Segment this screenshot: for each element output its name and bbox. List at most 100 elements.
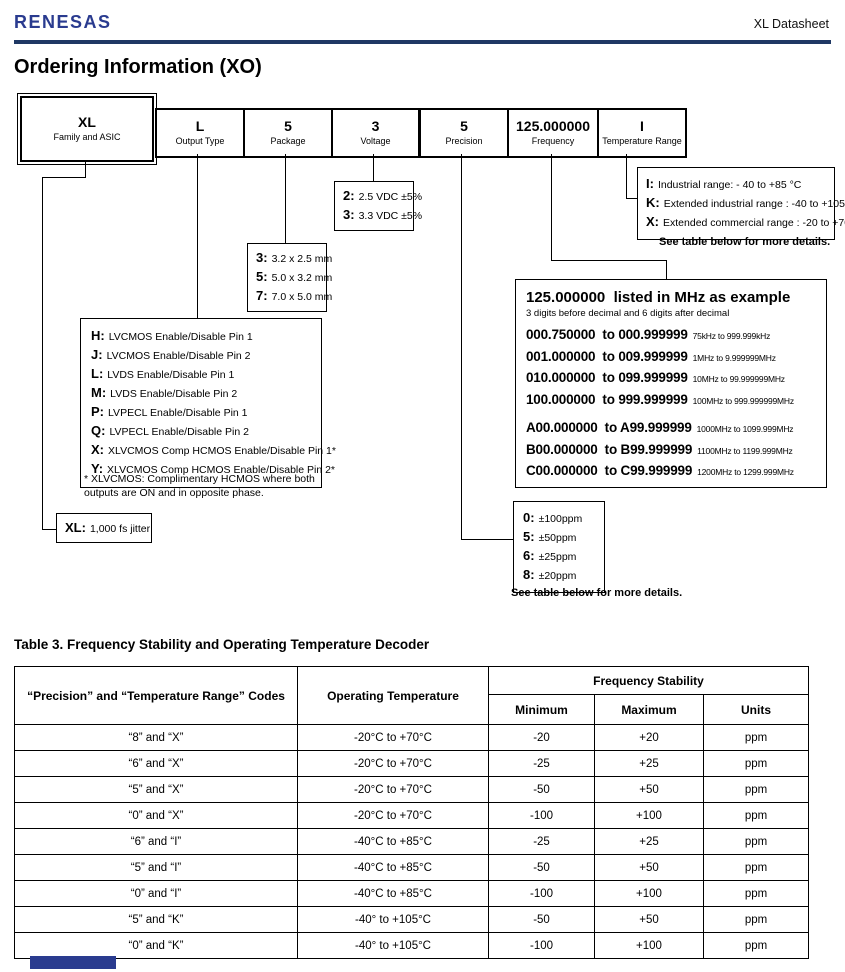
frequency-range-note: 100MHz to 999.999999MHz xyxy=(692,395,794,406)
connector-line xyxy=(551,154,552,260)
col-header-maximum: Maximum xyxy=(594,694,704,725)
cell-temp: -20°C to +70°C xyxy=(297,750,489,777)
cell-max: +25 xyxy=(594,828,704,855)
frequency-range: D00.000000 to D50.000000 xyxy=(526,485,692,488)
cell-units: ppm xyxy=(703,776,809,803)
callout-package: 3: 3.2 x 2.5 mm 5: 5.0 x 3.2 mm 7: 7.0 x 5.… xyxy=(247,243,332,312)
item-key: 5: xyxy=(256,269,268,284)
item-key: 0: xyxy=(523,510,535,525)
connector-line xyxy=(197,154,198,318)
part-code: I xyxy=(640,118,644,135)
cell-temp: -40° to +105°C xyxy=(297,932,489,959)
table-row: “5” and “K” -40° to +105°C -50 +50 ppm xyxy=(14,906,809,933)
frequency-range: 100.000000 to 999.999999 xyxy=(526,391,688,407)
part-box-output-type: L Output Type xyxy=(155,108,245,158)
table-row: “5” and “X” -20°C to +70°C -50 +50 ppm xyxy=(14,776,809,803)
callout-item: 8: ±20ppm xyxy=(523,566,595,585)
connector-line xyxy=(461,154,462,540)
col-header-units: Units xyxy=(703,694,809,725)
cell-min: -50 xyxy=(488,776,595,803)
item-key: H: xyxy=(91,328,105,343)
callout-item: L: LVDS Enable/Disable Pin 1 xyxy=(91,365,311,384)
part-label: Family and ASIC xyxy=(53,131,121,142)
callout-item: Y: XLVCMOS Comp HCMOS Enable/Disable Pin … xyxy=(91,460,335,479)
frequency-range-row: B00.000000 to B99.999999 1100MHz to 1199.… xyxy=(526,440,816,462)
cell-min: -50 xyxy=(488,906,595,933)
table-row: “0” and “I” -40°C to +85°C -100 +100 ppm xyxy=(14,880,809,907)
col-header-codes: “Precision” and “Temperature Range” Code… xyxy=(14,666,298,725)
cell-temp: -20°C to +70°C xyxy=(297,724,489,751)
callout-item: 5: ±50ppm xyxy=(523,528,595,547)
part-code: 5 xyxy=(460,118,468,135)
connector-line xyxy=(461,539,513,540)
frequency-range-note: 1200MHz to 1299.999MHz xyxy=(697,467,794,477)
item-text: LVPECL Enable/Disable Pin 2 xyxy=(109,426,249,438)
table-row: “6” and “X” -20°C to +70°C -25 +25 ppm xyxy=(14,750,809,777)
callout-voltage: 2: 2.5 VDC ±5% 3: 3.3 VDC ±5% xyxy=(334,181,422,231)
callout-precision: 0: ±100ppm 5: ±50ppm 6: ±25ppm 8: ±20ppm xyxy=(513,501,605,593)
item-text: 3.2 x 2.5 mm xyxy=(271,253,333,265)
callout-item: H: LVCMOS Enable/Disable Pin 1 xyxy=(91,327,311,346)
item-key: K: xyxy=(646,195,660,210)
part-code: XL xyxy=(78,114,96,131)
item-text: ±100ppm xyxy=(538,513,583,525)
part-label: Voltage xyxy=(360,135,391,146)
item-key: X: xyxy=(91,442,104,457)
frequency-range-row: A00.000000 to A99.999999 1000MHz to 1099.… xyxy=(526,418,816,440)
frequency-range-note: 1000MHz to 1099.999MHz xyxy=(696,424,794,434)
callout-frequency: 125.000000 listed in MHz as example 3 di… xyxy=(515,279,827,488)
part-box-frequency: 125.000000 Frequency xyxy=(507,108,599,158)
cell-units: ppm xyxy=(703,802,809,829)
item-text: LVDS Enable/Disable Pin 1 xyxy=(107,369,235,381)
item-key: XL: xyxy=(65,520,86,535)
item-key: 7: xyxy=(256,288,268,303)
item-text: ±20ppm xyxy=(538,570,577,582)
renesas-logo: RENESAS xyxy=(14,12,112,32)
cell-codes: “5” and “K” xyxy=(14,906,298,933)
item-text: ±25ppm xyxy=(538,551,577,563)
table-row: “8” and “X” -20°C to +70°C -20 +20 ppm xyxy=(14,724,809,751)
item-text: ±50ppm xyxy=(538,532,577,544)
frequency-range-note: 1100MHz to 1199.999MHz xyxy=(697,445,793,456)
item-text: 3.3 VDC ±5% xyxy=(358,210,423,222)
cell-codes: “0” and “I” xyxy=(14,880,298,907)
connector-line xyxy=(551,260,667,261)
decoder-table: “Precision” and “Temperature Range” Code… xyxy=(14,666,809,959)
col-header-operating-temperature: Operating Temperature xyxy=(297,666,489,725)
callout-item: 6: ±25ppm xyxy=(523,547,595,566)
connector-line xyxy=(285,154,286,243)
cell-min: -50 xyxy=(488,854,595,881)
part-box-temperature-range: I Temperature Range xyxy=(597,108,687,158)
frequency-range-row: 000.750000 to 000.999999 75kHz to 999.999… xyxy=(526,325,816,347)
cell-max: +100 xyxy=(594,932,704,959)
connector-line xyxy=(42,177,43,530)
frequency-range: 001.000000 to 009.999999 xyxy=(526,348,688,364)
cell-min: -100 xyxy=(488,802,595,829)
frequency-range-row: 010.000000 to 099.999999 10MHz to 99.9999… xyxy=(526,368,816,390)
item-key: P: xyxy=(91,404,104,419)
table-3-title: Table 3. Frequency Stability and Operati… xyxy=(14,637,430,652)
item-key: Y: xyxy=(91,461,104,476)
frequency-range-row: 001.000000 to 009.999999 1MHz to 9.999999… xyxy=(526,347,816,369)
part-code: 5 xyxy=(284,118,292,135)
part-code: 125.000000 xyxy=(516,118,590,135)
cell-min: -100 xyxy=(488,880,595,907)
callout-xl-jitter: XL: 1,000 fs jitter xyxy=(56,513,152,543)
frequency-subtitle: 3 digits before decimal and 6 digits aft… xyxy=(526,308,730,319)
item-text: Extended industrial range : -40 to +105 … xyxy=(663,198,845,210)
part-box-family: XL Family and ASIC xyxy=(17,93,157,165)
part-box-precision: 5 Precision xyxy=(419,108,509,158)
item-key: L: xyxy=(91,366,104,381)
see-table-note-precision: See table below for more details. xyxy=(511,587,683,599)
item-key: 2: xyxy=(343,188,355,203)
item-text: Industrial range: - 40 to +85 °C xyxy=(657,179,802,191)
item-text: 2.5 VDC ±5% xyxy=(358,191,423,203)
cell-codes: “5” and “X” xyxy=(14,776,298,803)
col-header-minimum: Minimum xyxy=(488,694,595,725)
cell-codes: “0” and “X” xyxy=(14,802,298,829)
cell-temp: -20°C to +70°C xyxy=(297,802,489,829)
connector-line xyxy=(666,260,667,279)
cell-min: -20 xyxy=(488,724,595,751)
item-text: XLVCMOS Comp HCMOS Enable/Disable Pin 2* xyxy=(107,464,336,476)
item-key: M: xyxy=(91,385,107,400)
